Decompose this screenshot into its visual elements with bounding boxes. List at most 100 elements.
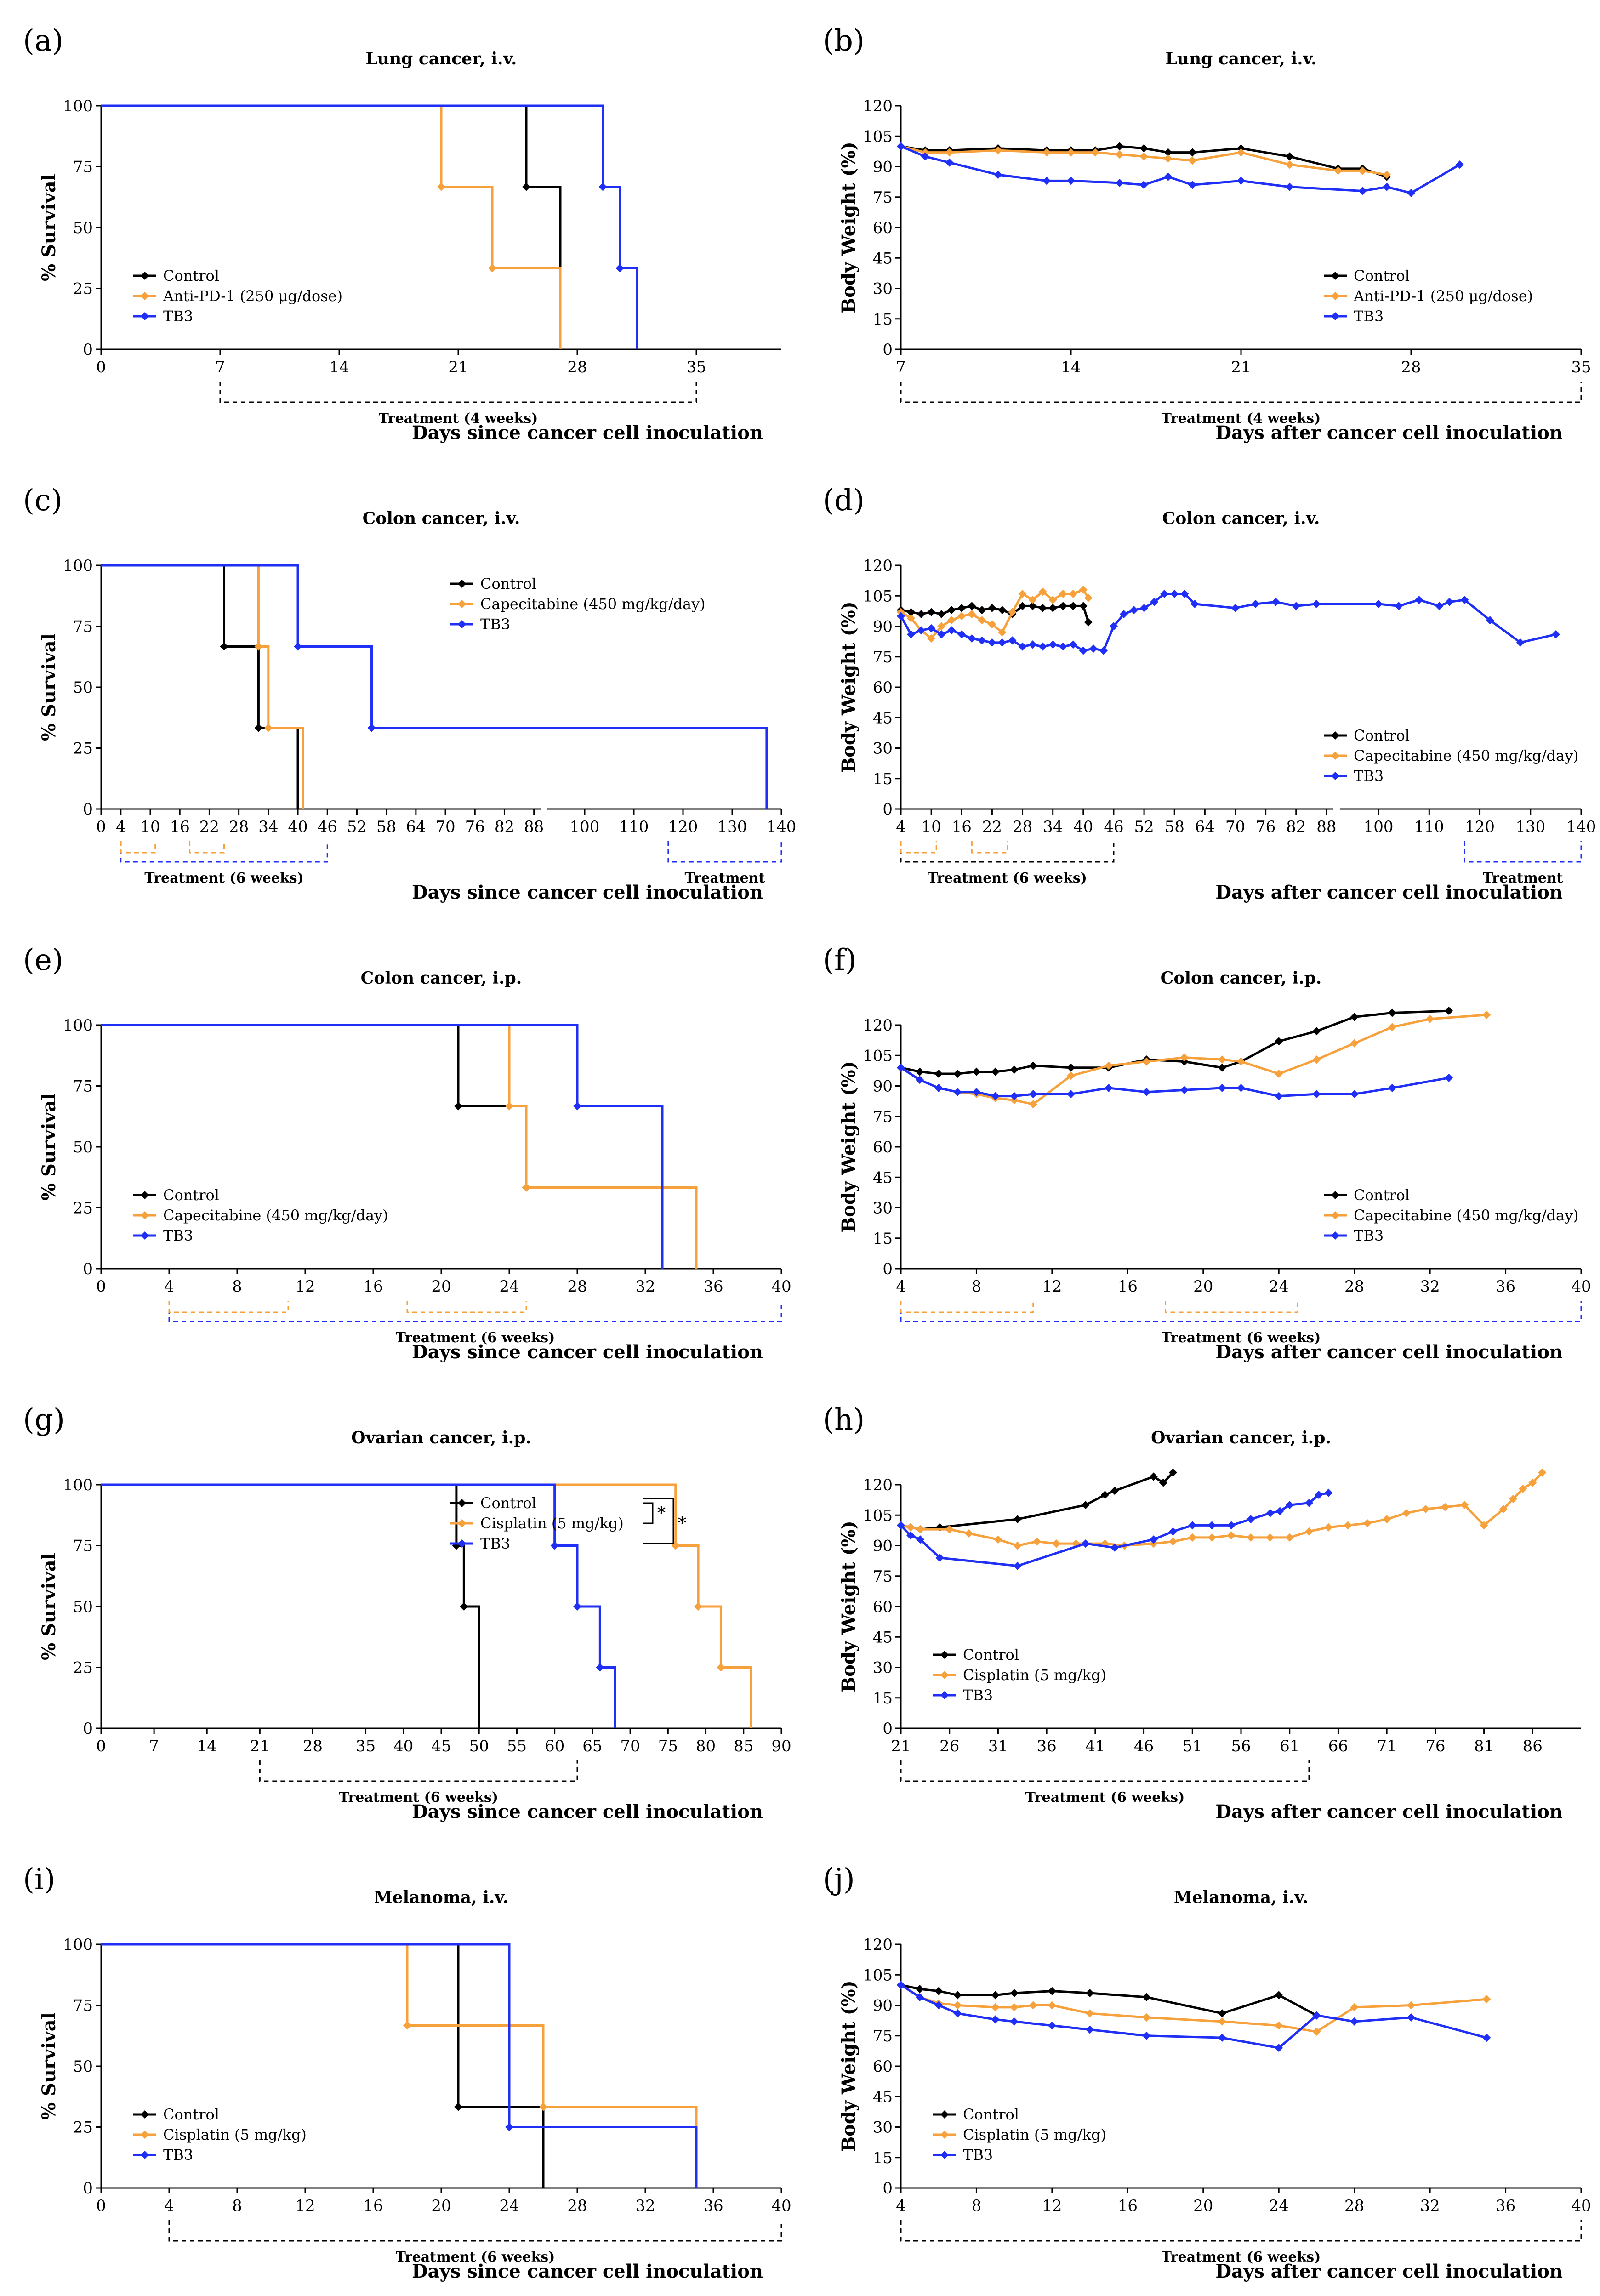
- data-point: [1010, 1092, 1019, 1100]
- x-tick-label: 82: [1286, 818, 1306, 836]
- legend-label: Control: [480, 575, 536, 593]
- y-tick-label: 75: [73, 1537, 93, 1555]
- panel-label: (i): [23, 1863, 55, 1897]
- x-tick-label: 8: [232, 2197, 242, 2215]
- data-point: [1180, 1086, 1189, 1094]
- data-point: [1038, 604, 1047, 612]
- data-point: [1395, 602, 1403, 610]
- x-tick-label: 4: [116, 818, 126, 836]
- legend-label: TB3: [163, 1227, 193, 1244]
- x-tick-label: 50: [469, 1737, 489, 1755]
- legend-label: Anti-PD-1 (250 μg/dose): [163, 287, 342, 305]
- y-tick-label: 15: [873, 770, 893, 788]
- data-point: [1285, 182, 1294, 191]
- y-tick-label: 25: [73, 1199, 93, 1218]
- data-point: [907, 614, 916, 622]
- data-point: [1251, 599, 1260, 608]
- data-point: [1509, 1494, 1517, 1503]
- data-point: [1312, 1090, 1321, 1099]
- x-tick-label: 40: [1571, 2197, 1591, 2215]
- data-point: [1538, 1468, 1547, 1477]
- treatment-bracket: [168, 1301, 289, 1313]
- data-point: [957, 630, 966, 639]
- x-tick-label: 130: [717, 818, 747, 836]
- treatment-bracket: [406, 1301, 527, 1313]
- x-tick-label: 16: [952, 818, 972, 836]
- significance-bracket: [643, 1502, 654, 1524]
- data-point: [220, 642, 228, 651]
- data-point: [264, 724, 273, 732]
- series-cisplatin-5-mg-kg-: [101, 1483, 752, 1728]
- panel-label: (c): [23, 484, 63, 518]
- data-point: [927, 624, 936, 632]
- data-point: [1350, 1090, 1359, 1099]
- treatment-bracket: [900, 841, 1115, 863]
- data-point: [1164, 154, 1173, 163]
- legend-label: Cisplatin (5 mg/kg): [963, 1666, 1106, 1684]
- y-tick-label: 0: [83, 800, 93, 819]
- data-point: [1275, 1991, 1283, 2000]
- treatment-bracket: [189, 841, 225, 854]
- y-tick-label: 50: [73, 219, 93, 237]
- panel-label: (j): [823, 1863, 855, 1897]
- chart-title: Lung cancer, i.v.: [1165, 49, 1316, 68]
- x-tick-label: 36: [1037, 1737, 1057, 1755]
- x-tick-label: 75: [658, 1737, 678, 1755]
- data-point: [1383, 171, 1391, 179]
- legend-label: TB3: [480, 1535, 510, 1552]
- data-point: [1059, 589, 1067, 598]
- data-point: [1084, 618, 1093, 627]
- data-point: [1551, 630, 1560, 639]
- x-tick-label: 40: [771, 2197, 791, 2215]
- data-point: [897, 1981, 905, 1989]
- data-point: [937, 622, 946, 631]
- x-tick-label: 14: [1061, 358, 1081, 376]
- x-tick-label: 40: [288, 818, 307, 836]
- series-line: [101, 1483, 752, 1728]
- data-point: [1067, 177, 1075, 185]
- x-tick-label: 28: [567, 358, 587, 376]
- data-point: [1188, 181, 1197, 189]
- treatment-bracket: [168, 1301, 782, 1322]
- legend-marker: [458, 620, 466, 628]
- x-tick-label: 100: [1364, 818, 1394, 836]
- data-point: [998, 628, 1007, 637]
- panel-label: (d): [823, 484, 865, 518]
- x-tick-label: 35: [356, 1737, 376, 1755]
- x-tick-label: 22: [199, 818, 219, 836]
- data-point: [671, 1541, 680, 1550]
- data-point: [968, 602, 976, 610]
- y-tick-label: 75: [73, 1997, 93, 2015]
- data-point: [1383, 1515, 1391, 1524]
- data-point: [1142, 1993, 1151, 2001]
- data-point: [968, 634, 976, 643]
- x-axis-label: Days after cancer cell inoculation: [1215, 882, 1563, 903]
- data-point: [937, 630, 946, 639]
- data-point: [550, 1541, 559, 1550]
- treatment-bracket: [900, 1301, 1034, 1313]
- x-tick-label: 8: [232, 1277, 242, 1296]
- data-point: [1169, 1527, 1177, 1536]
- data-point: [1079, 586, 1088, 594]
- treatment-bracket: [120, 841, 156, 854]
- legend-marker: [458, 580, 466, 588]
- data-point: [1052, 1539, 1061, 1548]
- y-tick-label: 0: [883, 1260, 893, 1278]
- data-point: [947, 626, 956, 635]
- data-point: [1292, 602, 1300, 610]
- legend-label: TB3: [1354, 308, 1384, 325]
- series-line: [900, 588, 1089, 640]
- treatment-label: Treatment (6 weeks): [928, 870, 1087, 886]
- data-point: [1482, 1010, 1491, 1019]
- data-point: [1048, 2001, 1056, 2010]
- data-point: [1285, 1501, 1294, 1510]
- panel-f: (f) Colon cancer, i.p. Body Weight (%) 0 15 3…: [823, 943, 1591, 1363]
- treatment-bracket: [900, 382, 1582, 403]
- legend-marker: [141, 272, 149, 280]
- data-point: [1099, 646, 1108, 655]
- series-line: [900, 1492, 1329, 1567]
- axes: [900, 1944, 1581, 2189]
- y-tick-label: 45: [873, 249, 893, 268]
- data-point: [1038, 587, 1047, 596]
- data-point: [1089, 644, 1098, 653]
